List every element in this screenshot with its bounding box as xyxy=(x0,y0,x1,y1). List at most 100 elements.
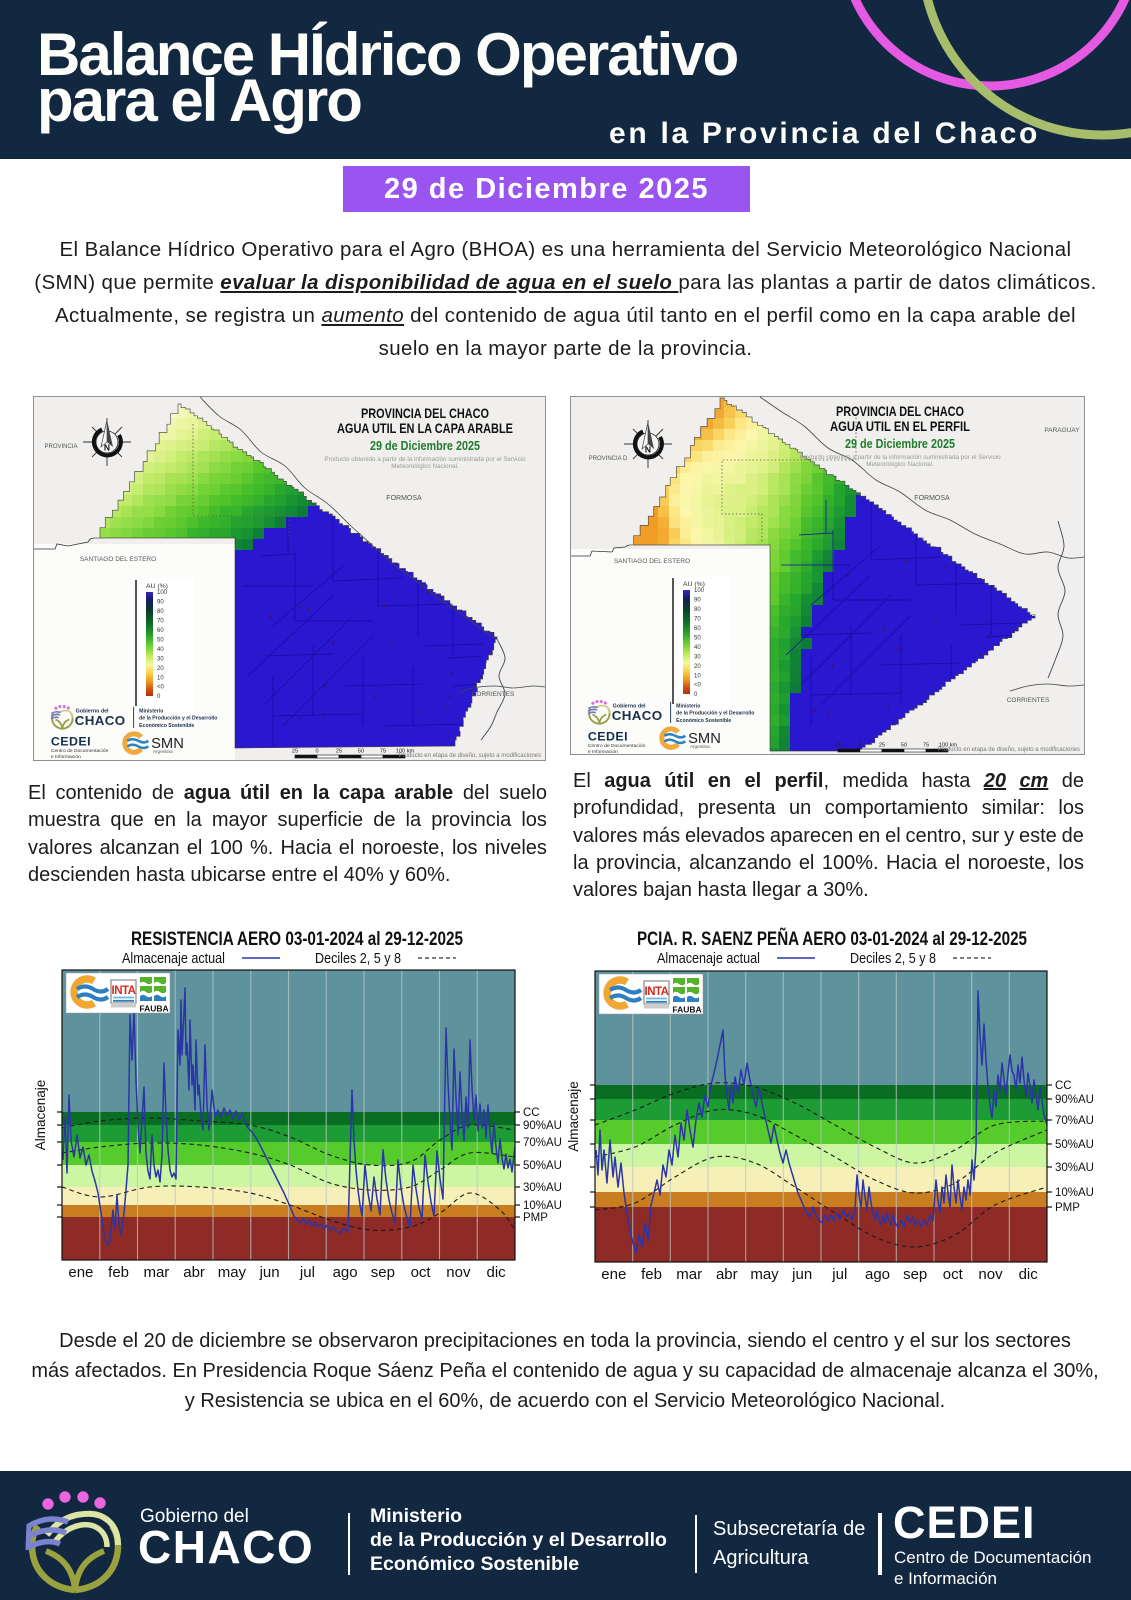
svg-text:e Información: e Información xyxy=(51,754,81,760)
svg-text:25: 25 xyxy=(879,743,885,749)
svg-text:FORMOSA: FORMOSA xyxy=(914,495,950,502)
svg-text:nov: nov xyxy=(978,1266,1003,1283)
svg-text:PARAGUAY: PARAGUAY xyxy=(1044,427,1080,434)
svg-text:<0: <0 xyxy=(694,683,702,689)
svg-text:mar: mar xyxy=(676,1266,702,1283)
svg-text:Almacenaje actual: Almacenaje actual xyxy=(657,951,760,967)
svg-text:AU (%): AU (%) xyxy=(146,583,168,590)
svg-text:Deciles 2, 5 y 8: Deciles 2, 5 y 8 xyxy=(850,951,936,967)
svg-text:INTA: INTA xyxy=(645,986,669,998)
svg-text:abr: abr xyxy=(183,1264,205,1281)
svg-text:PMP: PMP xyxy=(1055,1202,1080,1214)
svg-text:dic: dic xyxy=(487,1264,507,1281)
svg-text:100 km: 100 km xyxy=(396,749,415,755)
svg-text:<0: <0 xyxy=(157,685,165,691)
svg-text:PCIA. R. SAENZ PEÑA AERO 03-01: PCIA. R. SAENZ PEÑA AERO 03-01-2024 al 2… xyxy=(637,928,1027,950)
svg-text:CHACO: CHACO xyxy=(612,708,663,723)
svg-text:10: 10 xyxy=(694,673,701,679)
svg-text:Producto en etapa de diseño, s: Producto en etapa de diseño, sujeto a mo… xyxy=(399,753,541,759)
svg-text:CC: CC xyxy=(523,1107,540,1119)
svg-text:100: 100 xyxy=(694,588,705,594)
svg-text:nov: nov xyxy=(446,1264,471,1281)
svg-text:10: 10 xyxy=(157,675,164,681)
svg-text:10%AU: 10%AU xyxy=(1055,1187,1094,1199)
svg-text:N: N xyxy=(645,445,651,455)
svg-text:90: 90 xyxy=(157,600,164,606)
svg-text:de la Producción y el Desarrol: de la Producción y el Desarrollo xyxy=(676,711,754,717)
svg-text:Almacenaje: Almacenaje xyxy=(33,1080,48,1151)
svg-text:SANTIAGO DEL ESTERO: SANTIAGO DEL ESTERO xyxy=(614,558,690,565)
svg-text:AGUA UTIL EN EL PERFIL: AGUA UTIL EN EL PERFIL xyxy=(830,418,970,434)
svg-text:Deciles 2, 5 y 8: Deciles 2, 5 y 8 xyxy=(315,951,401,967)
svg-text:90%AU: 90%AU xyxy=(1055,1094,1094,1106)
svg-text:Económico Sostenible: Económico Sostenible xyxy=(139,723,194,729)
svg-text:feb: feb xyxy=(641,1266,662,1283)
svg-text:50: 50 xyxy=(901,743,907,749)
svg-text:80: 80 xyxy=(157,609,164,615)
svg-text:AGUA UTIL EN LA CAPA ARABLE: AGUA UTIL EN LA CAPA ARABLE xyxy=(337,420,513,436)
svg-text:may: may xyxy=(750,1266,779,1283)
svg-text:50: 50 xyxy=(358,749,364,755)
svg-text:FAUBA: FAUBA xyxy=(139,1004,168,1014)
svg-text:FAUBA: FAUBA xyxy=(672,1005,701,1015)
svg-text:Ministerio: Ministerio xyxy=(676,703,700,709)
svg-text:N: N xyxy=(104,443,110,453)
svg-text:CC: CC xyxy=(1055,1080,1072,1092)
svg-text:Argentina: Argentina xyxy=(153,749,173,754)
svg-text:AU (%): AU (%) xyxy=(683,581,705,588)
svg-text:ene: ene xyxy=(68,1264,93,1281)
svg-text:jun: jun xyxy=(259,1264,280,1281)
svg-text:Almacenaje: Almacenaje xyxy=(566,1081,581,1152)
svg-text:PROVINCIA D: PROVINCIA D xyxy=(589,456,628,462)
svg-text:20: 20 xyxy=(694,664,701,670)
svg-text:CEDEI: CEDEI xyxy=(51,734,91,748)
svg-text:abr: abr xyxy=(716,1266,738,1283)
svg-text:Económico Sostenible: Económico Sostenible xyxy=(676,718,731,724)
svg-text:Producto obtenido a partir de: Producto obtenido a partir de la informa… xyxy=(799,454,1001,461)
svg-text:80: 80 xyxy=(694,607,701,613)
svg-text:70%AU: 70%AU xyxy=(1055,1115,1094,1127)
svg-text:Almacenaje actual: Almacenaje actual xyxy=(122,951,225,967)
svg-text:90: 90 xyxy=(694,598,701,604)
svg-text:0: 0 xyxy=(315,749,318,755)
svg-text:ago: ago xyxy=(865,1266,890,1283)
svg-text:CORRIENTES: CORRIENTES xyxy=(1007,697,1050,704)
svg-text:75: 75 xyxy=(380,749,386,755)
svg-text:Gobierno del: Gobierno del xyxy=(613,703,646,709)
svg-text:Centro de Documentación: Centro de Documentación xyxy=(588,743,646,749)
svg-text:50: 50 xyxy=(694,636,701,642)
svg-text:may: may xyxy=(218,1264,247,1281)
svg-text:50: 50 xyxy=(157,638,164,644)
svg-text:40: 40 xyxy=(694,645,701,651)
svg-text:SANTIAGO DEL ESTERO: SANTIAGO DEL ESTERO xyxy=(80,556,156,563)
svg-text:feb: feb xyxy=(108,1264,129,1281)
svg-text:e Información: e Información xyxy=(588,749,618,755)
svg-text:30: 30 xyxy=(157,656,164,662)
svg-text:sep: sep xyxy=(371,1264,395,1281)
svg-text:oct: oct xyxy=(411,1264,432,1281)
svg-text:50%AU: 50%AU xyxy=(523,1160,562,1172)
svg-text:30: 30 xyxy=(694,654,701,660)
svg-text:70: 70 xyxy=(157,619,164,625)
svg-text:70: 70 xyxy=(694,617,701,623)
svg-text:oct: oct xyxy=(943,1266,964,1283)
svg-text:Meteorológico Nacional.: Meteorológico Nacional. xyxy=(866,461,934,468)
svg-text:PROVINCIA DEL CHACO: PROVINCIA DEL CHACO xyxy=(836,403,964,419)
svg-text:SMN: SMN xyxy=(688,731,721,747)
svg-text:de la Producción y el Desarrol: de la Producción y el Desarrollo xyxy=(139,716,217,722)
svg-text:Centro de Documentación: Centro de Documentación xyxy=(51,748,109,754)
svg-text:20: 20 xyxy=(157,666,164,672)
svg-text:Producto obtenido a partir de: Producto obtenido a partir de la informa… xyxy=(324,456,526,463)
svg-text:FORMOSA: FORMOSA xyxy=(386,495,422,502)
svg-text:29 de Diciembre 2025: 29 de Diciembre 2025 xyxy=(845,436,955,451)
svg-text:sep: sep xyxy=(903,1266,927,1283)
svg-text:25: 25 xyxy=(336,749,342,755)
svg-text:CEDEI: CEDEI xyxy=(588,729,628,743)
svg-text:PROVINCIA DEL CHACO: PROVINCIA DEL CHACO xyxy=(361,405,489,421)
svg-text:jun: jun xyxy=(791,1266,812,1283)
svg-text:dic: dic xyxy=(1019,1266,1039,1283)
svg-text:70%AU: 70%AU xyxy=(523,1137,562,1149)
svg-text:25: 25 xyxy=(835,743,841,749)
svg-text:PROVINCIA: PROVINCIA xyxy=(44,444,77,450)
svg-text:40: 40 xyxy=(157,647,164,653)
